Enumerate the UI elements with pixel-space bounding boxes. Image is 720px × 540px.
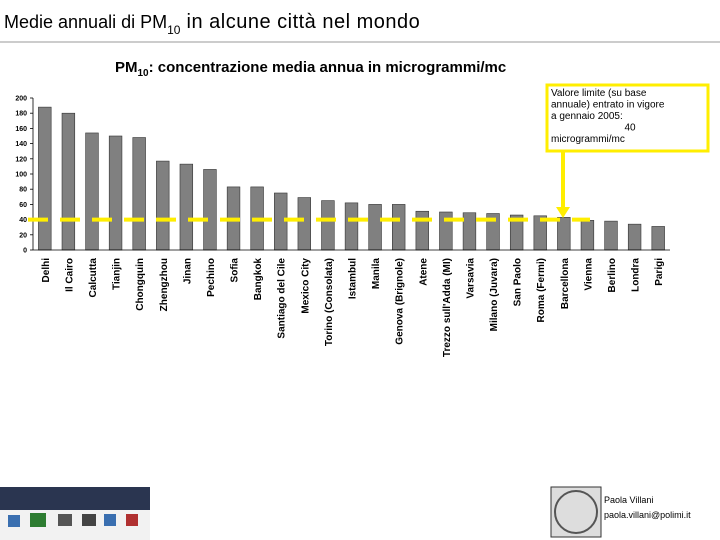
- annotation-line: 40: [624, 123, 636, 134]
- chart-title-main: PM: [115, 59, 138, 76]
- x-tick-label: Pechino: [206, 258, 217, 297]
- x-tick-label: Bangkok: [253, 258, 264, 301]
- y-tick-label: 140: [15, 141, 27, 148]
- bar: [321, 200, 335, 251]
- logo: [82, 514, 96, 526]
- logo: [126, 514, 138, 526]
- title-rest: in alcune città nel mondo: [180, 11, 420, 33]
- y-tick-label: 200: [15, 96, 27, 103]
- y-tick-label: 0: [23, 248, 27, 255]
- bar: [368, 204, 382, 251]
- bar: [415, 210, 429, 251]
- x-tick-label: Santiago del Cile: [277, 258, 288, 339]
- chart-title-sub: 10: [138, 68, 150, 79]
- y-tick-label: 40: [19, 217, 27, 224]
- y-tick-label: 160: [15, 126, 27, 133]
- bar: [344, 202, 359, 251]
- x-tick-label: Milano (Juvara): [489, 258, 500, 331]
- y-tick-label: 100: [15, 172, 27, 179]
- logo: [58, 514, 72, 526]
- logo: [30, 513, 46, 527]
- x-tick-label: Chongquin: [135, 258, 146, 311]
- y-tick-label: 60: [19, 202, 27, 209]
- logo-strip: [0, 510, 150, 540]
- x-tick-label: Jinan: [182, 258, 193, 284]
- x-tick-label: San Paolo: [513, 258, 524, 306]
- bar: [156, 160, 170, 251]
- annotation-line: annuale) entrato in vigore: [551, 100, 665, 111]
- bar: [108, 135, 123, 251]
- y-tick-label: 120: [15, 156, 27, 163]
- footer-logos: [0, 486, 602, 540]
- bar: [651, 226, 665, 251]
- x-tick-label: Atene: [418, 258, 429, 286]
- x-tick-label: Roma (Fermi): [536, 258, 547, 322]
- bar: [297, 197, 311, 251]
- x-tick-label: Trezzo sull'Adda (MI): [442, 258, 453, 357]
- annotation-line: a gennaio 2005:: [551, 111, 623, 122]
- author: Paola Villani: [604, 495, 653, 505]
- x-tick-label: Barcellona: [560, 258, 571, 310]
- bar: [38, 106, 52, 251]
- x-tick-label: Tianjin: [112, 258, 123, 290]
- x-tick-label: Varsavia: [465, 258, 476, 299]
- logo: [104, 514, 116, 526]
- arrow-head: [556, 207, 570, 218]
- arrow-shaft: [561, 151, 565, 209]
- bar: [203, 169, 217, 251]
- annotation-line: microgrammi/mc: [551, 134, 625, 145]
- annotation-box: [545, 83, 710, 153]
- title-sub: 10: [167, 23, 181, 37]
- x-tick-label: Delhi: [41, 258, 52, 283]
- bar: [627, 223, 642, 251]
- polimi-seal-ring: [554, 490, 598, 534]
- bar: [462, 212, 477, 251]
- annotation-line: Valore limite (su base: [551, 88, 647, 99]
- bar: [61, 112, 76, 251]
- y-tick-label: 180: [15, 111, 27, 118]
- x-tick-label: Manila: [371, 258, 382, 290]
- logo: [8, 515, 20, 527]
- plot: 0 20 40 60 80 100 120 140 160 180 200 Delhi Il Cairo…: [15, 96, 670, 357]
- x-tick-label: Parigi: [654, 258, 665, 286]
- bar: [132, 137, 146, 251]
- x-tick-label: Torino (Consolata): [324, 258, 335, 346]
- bar: [85, 132, 99, 251]
- chart-title: PM10: concentrazione media annua in micr…: [115, 59, 506, 79]
- x-tick-label: Calcutta: [88, 258, 99, 298]
- x-tick-label: Sofia: [230, 258, 241, 283]
- bar: [557, 217, 571, 251]
- bar: [392, 204, 406, 251]
- x-tick-label: Istambul: [348, 258, 359, 299]
- x-tick-label: Londra: [631, 258, 642, 292]
- x-tick-label: Mexico City: [300, 258, 311, 314]
- bar: [580, 220, 595, 251]
- y-tick-label: 80: [19, 187, 27, 194]
- title-main: Medie annuali di PM: [4, 12, 167, 32]
- x-tick-label: Il Cairo: [64, 258, 75, 292]
- bar: [604, 220, 618, 251]
- email: paola.villani@polimi.it: [604, 510, 691, 520]
- chart-title-rest: : concentrazione media annua in microgra…: [149, 59, 507, 76]
- y-tick-label: 20: [19, 232, 27, 239]
- x-tick-label: Vienna: [583, 258, 594, 291]
- polimi-seal: [550, 486, 602, 538]
- x-tick-label: Genova (Brignole): [395, 258, 406, 345]
- slide-title: Medie annuali di PM10 in alcune città ne…: [4, 11, 420, 37]
- x-tick-label: Berlino: [607, 258, 618, 292]
- bar: [179, 163, 194, 251]
- x-tick-label: Zhengzhou: [159, 258, 170, 311]
